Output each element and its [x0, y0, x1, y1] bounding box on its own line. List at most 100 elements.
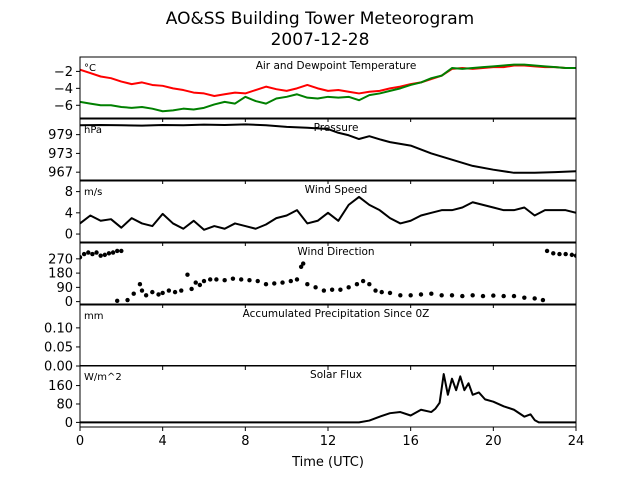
- panel-0-series-line-1: [80, 63, 576, 113]
- panel-3-point-9: [115, 248, 120, 254]
- panel-3-point-67: [532, 296, 537, 301]
- panel-3-point-64: [501, 293, 506, 299]
- xtick-label-3: 12: [320, 434, 337, 449]
- xtick-label-6: 24: [568, 434, 585, 449]
- panel-1-ytick-label-1: 973: [48, 147, 73, 162]
- panel-3-point-17: [150, 289, 155, 295]
- panel-3-point-10: [119, 248, 124, 254]
- panel-3-point-11: [115, 298, 120, 304]
- panel-2-ytick-label-0: 8: [65, 185, 73, 200]
- panel-3-point-25: [193, 280, 198, 285]
- panel-3-point-46: [338, 287, 343, 292]
- panel-3-point-43: [313, 285, 318, 290]
- panel-3-point-52: [379, 289, 384, 295]
- panel-3-point-33: [247, 278, 252, 283]
- panel-3-point-59: [449, 293, 455, 298]
- panel-3-point-74: [573, 253, 576, 258]
- panel-0-series: [80, 63, 576, 113]
- panel-3-point-7: [106, 251, 112, 256]
- panel-3-point-44: [321, 288, 327, 293]
- panel-3-point-53: [387, 290, 393, 296]
- panel-3-point-15: [139, 288, 145, 293]
- panel-3-point-40: [298, 264, 304, 269]
- panel-3-point-20: [166, 288, 172, 293]
- panel-1-title: Pressure: [314, 122, 359, 134]
- panel-3-point-63: [491, 293, 496, 298]
- panel-3-ytick-label-2: 90: [56, 281, 73, 296]
- panel-3-point-68: [540, 297, 546, 303]
- panel-3-point-39: [294, 277, 300, 282]
- panel-3-point-49: [360, 278, 366, 284]
- panel-3-point-60: [460, 293, 465, 299]
- panel-3-point-35: [263, 281, 269, 287]
- panel-3-point-0: [80, 255, 83, 260]
- panel-4-ytick-label-1: 0.05: [44, 340, 73, 355]
- panel-3-point-48: [354, 281, 360, 287]
- panel-3-point-69: [544, 248, 550, 254]
- panel-3-point-65: [511, 293, 517, 299]
- panel-3-point-14: [137, 281, 143, 287]
- panel-3-point-50: [367, 281, 372, 287]
- panel-3-point-70: [551, 251, 556, 256]
- panel-2-ytick-label-1: 4: [65, 206, 73, 221]
- panel-3-point-36: [272, 281, 277, 286]
- panel-3-point-1: [81, 251, 87, 257]
- panel-2-title: Wind Speed: [305, 184, 368, 196]
- panel-5-ytick-label-2: 0: [65, 416, 73, 431]
- panel-3-point-38: [288, 278, 293, 284]
- panel-3-point-27: [201, 278, 207, 284]
- x-axis: 0 4 8 12 16 20 24: [76, 434, 584, 449]
- panel-3-point-30: [222, 278, 227, 283]
- panel-3-point-51: [373, 288, 378, 293]
- panel-3-point-72: [563, 251, 568, 257]
- xtick-label-1: 4: [159, 434, 167, 449]
- panel-3-point-21: [172, 289, 178, 295]
- panel-5-series-line-0: [80, 373, 576, 424]
- panel-1: 979 973 967 Pressure hPa: [48, 118, 577, 184]
- panel-3-point-22: [179, 288, 184, 293]
- panel-0-unit: °C: [84, 63, 96, 74]
- panel-3-point-5: [98, 253, 103, 258]
- panel-3-point-26: [197, 282, 203, 288]
- panel-1-unit: hPa: [84, 125, 102, 136]
- panel-3-point-32: [239, 277, 244, 282]
- panel-4-ytick-label-0: 0.10: [44, 321, 73, 336]
- panel-5-title: Solar Flux: [310, 369, 362, 381]
- panel-4-title: Accumulated Precipitation Since 0Z: [243, 308, 430, 320]
- panel-3-point-66: [522, 295, 527, 300]
- panel-3-point-31: [230, 276, 236, 281]
- panel-1-series: [80, 123, 576, 174]
- panel-3-point-62: [480, 293, 486, 299]
- panel-3-point-34: [255, 278, 260, 284]
- panel-5-ytick-label-1: 80: [56, 397, 73, 412]
- panel-3-point-42: [305, 281, 310, 287]
- figure-title-line2: 2007-12-28: [271, 30, 370, 50]
- xtick-label-5: 20: [485, 434, 502, 449]
- panel-3-point-6: [102, 252, 108, 258]
- panel-5-ytick-label-0: 160: [48, 379, 73, 394]
- panel-3-point-29: [214, 277, 219, 282]
- panel-3-point-23: [185, 272, 190, 277]
- panel-0-title: Air and Dewpoint Temperature: [256, 60, 417, 72]
- panel-2-ytick-label-2: 0: [65, 228, 73, 243]
- panel-3-point-41: [301, 261, 306, 266]
- panel-1-series-line-0: [80, 123, 576, 174]
- panel-2-series: [80, 195, 576, 231]
- panel-2-series-line-0: [80, 195, 576, 231]
- panel-3-point-19: [160, 290, 165, 296]
- panel-3-point-55: [408, 293, 413, 298]
- panel-3-ytick-label-0: 270: [48, 252, 73, 267]
- panel-3-title: Wind Direction: [297, 246, 374, 258]
- xtick-label-0: 0: [76, 434, 84, 449]
- panel-3-point-58: [439, 293, 444, 298]
- panel-3-ytick-label-1: 180: [48, 267, 73, 282]
- panel-0-ytick-label-0: −2: [54, 65, 73, 80]
- panel-3-point-47: [346, 285, 351, 290]
- panel-3-point-56: [418, 292, 424, 297]
- panel-2-unit: m/s: [84, 187, 102, 198]
- panel-5-series: [80, 373, 576, 424]
- panel-3-point-28: [208, 277, 213, 282]
- panel-3-point-54: [398, 293, 403, 298]
- figure-title-line1: AO&SS Building Tower Meteorogram: [166, 9, 474, 29]
